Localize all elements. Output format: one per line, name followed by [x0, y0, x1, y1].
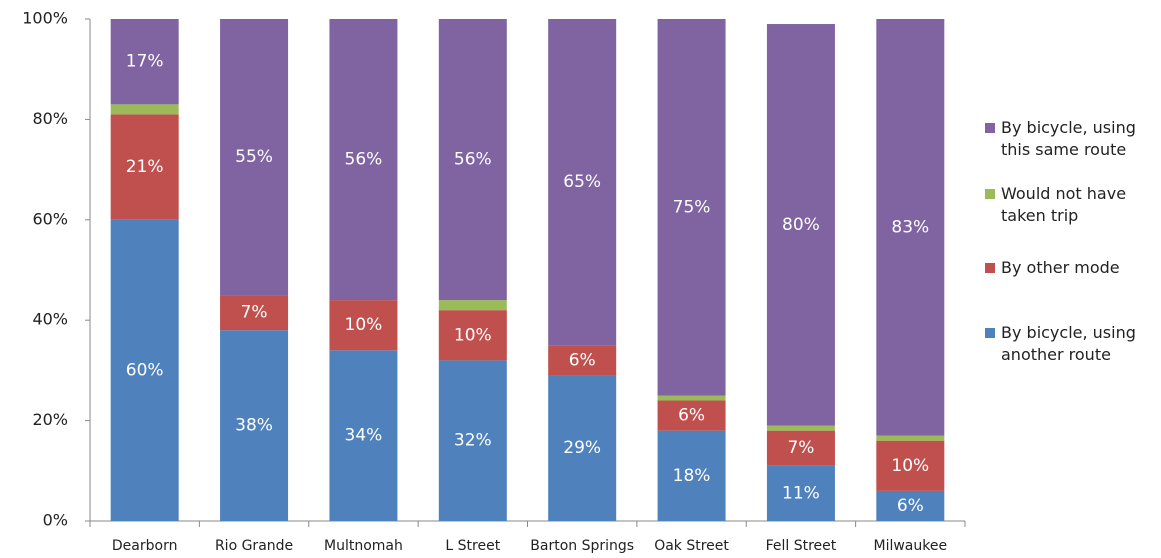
value-label: 10% — [345, 315, 383, 335]
bar-segment — [110, 114, 179, 220]
legend-label: By bicycle, using this same route — [1001, 118, 1136, 159]
bar-segment — [876, 435, 945, 441]
bar-segment — [438, 300, 507, 311]
bar-segment — [438, 360, 507, 521]
value-label: 80% — [782, 215, 820, 235]
x-tick-label: Rio Grande — [215, 538, 293, 554]
y-tick-label: 60% — [32, 209, 68, 228]
bar-segment — [766, 465, 835, 521]
bar-segment — [876, 490, 945, 521]
x-tick-label: Fell Street — [766, 538, 837, 554]
value-label: 55% — [235, 147, 273, 167]
value-label: 56% — [345, 150, 383, 170]
value-label: 6% — [569, 350, 596, 370]
bar-segment — [220, 330, 289, 521]
value-label: 18% — [673, 466, 711, 486]
x-tick-label: Multnomah — [324, 538, 403, 554]
bar-segment — [548, 345, 617, 376]
x-tick-label: Barton Springs — [530, 538, 634, 554]
x-tick-label: Oak Street — [654, 538, 729, 554]
x-tick-label: Dearborn — [112, 538, 178, 554]
legend-swatch — [985, 328, 995, 338]
bar-segment — [766, 425, 835, 431]
bar-segment — [220, 19, 289, 296]
bar-segment — [548, 375, 617, 521]
value-label: 10% — [454, 325, 492, 345]
bar-segment — [766, 24, 835, 426]
bar-segment — [438, 310, 507, 361]
value-label: 17% — [126, 52, 164, 72]
value-label: 38% — [235, 416, 273, 436]
bar-segment — [766, 430, 835, 466]
y-tick-label: 0% — [43, 511, 68, 530]
value-label: 60% — [126, 360, 164, 380]
value-label: 21% — [126, 157, 164, 177]
y-tick-label: 80% — [32, 109, 68, 128]
legend-item: By bicycle, using another route — [985, 322, 1160, 366]
legend-item: By other mode — [985, 257, 1160, 279]
legend-swatch — [985, 123, 995, 133]
value-label: 6% — [897, 496, 924, 516]
value-label: 10% — [891, 456, 929, 476]
value-label: 56% — [454, 150, 492, 170]
legend-swatch — [985, 263, 995, 273]
bar-segment — [110, 219, 179, 522]
bar-segment — [110, 104, 179, 115]
bar-segment — [110, 19, 179, 105]
bar-segment — [438, 19, 507, 301]
legend-item: By bicycle, using this same route — [985, 117, 1160, 161]
value-label: 7% — [787, 438, 814, 458]
value-label: 7% — [241, 303, 268, 323]
legend-item: Would not have taken trip — [985, 183, 1160, 227]
bar-segment — [876, 19, 945, 436]
value-label: 34% — [345, 426, 383, 446]
bar-segment — [329, 350, 398, 521]
bar-segment — [657, 400, 726, 431]
bar-segment — [657, 19, 726, 396]
value-label: 11% — [782, 483, 820, 503]
y-tick-label: 100% — [22, 9, 68, 28]
x-tick-label: L Street — [445, 538, 500, 554]
legend-label: Would not have taken trip — [1001, 184, 1127, 225]
y-tick-label: 40% — [32, 310, 68, 329]
value-label: 6% — [678, 406, 705, 426]
legend-label: By bicycle, using another route — [1001, 323, 1136, 364]
y-tick-label: 20% — [32, 410, 68, 429]
value-label: 83% — [891, 217, 929, 237]
bar-segment — [657, 395, 726, 401]
value-label: 29% — [563, 438, 601, 458]
value-label: 32% — [454, 431, 492, 451]
bar-segment — [329, 19, 398, 301]
bar-segment — [329, 300, 398, 351]
bar-segment — [220, 295, 289, 331]
legend-swatch — [985, 189, 995, 199]
value-label: 65% — [563, 172, 601, 192]
bar-segment — [657, 430, 726, 521]
bar-segment — [548, 19, 617, 346]
x-tick-label: Milwaukee — [874, 538, 948, 554]
value-label: 75% — [673, 197, 711, 217]
bar-segment — [876, 440, 945, 491]
legend-label: By other mode — [1001, 258, 1120, 277]
